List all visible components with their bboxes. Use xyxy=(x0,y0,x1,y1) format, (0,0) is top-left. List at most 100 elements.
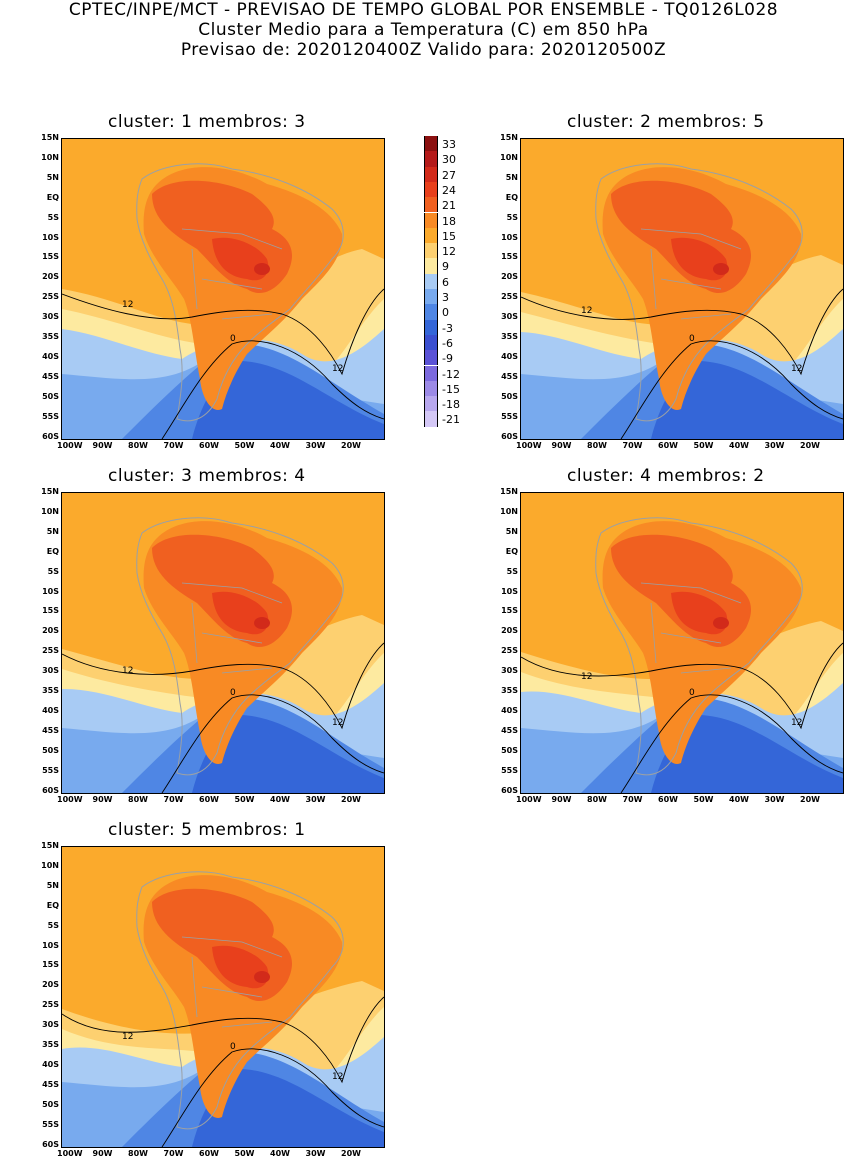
temperature-map-panel: 12 12 0 xyxy=(520,138,844,440)
x-tick-label: 90W xyxy=(92,795,113,804)
colorbar-swatch xyxy=(424,151,438,167)
x-tick-label: 50W xyxy=(693,441,714,450)
y-tick-label: 10S xyxy=(501,586,518,596)
country-borders xyxy=(640,582,742,674)
continent-outline xyxy=(595,163,803,422)
x-tick-label: 60W xyxy=(199,795,219,804)
field-minus3-0 xyxy=(651,715,843,793)
continent-outline xyxy=(136,871,344,1130)
y-tick-label: 20S xyxy=(501,626,518,636)
x-tick-label: 20W xyxy=(800,441,820,450)
contour-0 xyxy=(620,340,843,439)
contour-12 xyxy=(62,996,384,1084)
y-tick-label: 30S xyxy=(42,1020,59,1030)
x-tick-label: 50W xyxy=(693,795,714,804)
colorbar-label: 12 xyxy=(442,245,456,259)
x-tick-label: 60W xyxy=(658,441,678,450)
y-tick-label: 35S xyxy=(42,332,59,341)
map-field: 12 12 0 xyxy=(521,493,843,793)
y-tick-label: EQ xyxy=(505,192,518,202)
x-tick-label: 100W xyxy=(57,441,83,450)
x-tick-label: 100W xyxy=(57,1149,83,1158)
x-tick-label: 90W xyxy=(92,441,113,450)
colorbar-swatch xyxy=(424,197,438,213)
y-tick-label: 5S xyxy=(506,566,518,576)
contour-label-12: 12 xyxy=(791,364,802,374)
colorbar-label: 21 xyxy=(442,199,456,213)
x-tick-label: 60W xyxy=(199,441,219,450)
panel-title: cluster: 3 membros: 4 xyxy=(108,466,306,486)
colorbar-label: 24 xyxy=(442,183,456,197)
contour-12 xyxy=(521,642,843,730)
colorbar-label: -3 xyxy=(442,321,453,335)
contour-label-12: 12 xyxy=(122,1032,133,1042)
y-tick-label: 15S xyxy=(42,960,59,970)
colorbar-label: 3 xyxy=(442,291,449,304)
y-tick-label: 25S xyxy=(42,1000,59,1010)
x-tick-label: 70W xyxy=(163,795,184,804)
continent-outline xyxy=(136,163,344,422)
y-tick-label: 35S xyxy=(42,1040,59,1049)
colorbar-label: 33 xyxy=(442,138,456,151)
y-tick-label: 5S xyxy=(47,566,59,576)
y-tick-label: 10N xyxy=(500,152,518,162)
contour-0 xyxy=(161,1048,384,1147)
contour-label-12: 12 xyxy=(791,718,802,728)
y-tick-label: 20S xyxy=(42,980,59,990)
colorbar-label: 27 xyxy=(442,168,456,182)
x-tick-label: 30W xyxy=(305,795,326,804)
y-tick-label: 10S xyxy=(42,940,59,950)
field-27-30 xyxy=(254,263,270,275)
x-tick-label: 60W xyxy=(199,1149,219,1158)
colorbar-label: -9 xyxy=(442,352,453,366)
country-borders xyxy=(640,228,742,320)
contour-0 xyxy=(620,694,843,793)
y-tick-label: 40S xyxy=(42,1059,59,1069)
header-line-3: Previsao de: 2020120400Z Valido para: 20… xyxy=(180,40,667,60)
y-tick-label: 5N xyxy=(46,880,59,890)
contour-label-12: 12 xyxy=(332,1072,343,1082)
country-borders xyxy=(181,936,283,1028)
colorbar-label: -18 xyxy=(442,398,460,412)
y-tick-label: 5N xyxy=(505,172,518,182)
y-tick-label: 10N xyxy=(41,506,59,516)
x-tick-label: 100W xyxy=(516,795,542,804)
y-tick-label: 60S xyxy=(42,431,59,441)
colorbar-swatch xyxy=(424,258,438,274)
y-tick-label: 35S xyxy=(501,332,518,341)
colorbar-swatch xyxy=(424,411,438,427)
y-tick-label: 50S xyxy=(42,391,59,401)
y-tick-label: 55S xyxy=(501,411,518,421)
y-tick-label: 10N xyxy=(41,860,59,870)
x-tick-label: 50W xyxy=(234,795,255,804)
colorbar-label: -21 xyxy=(442,413,460,427)
y-tick-label: 5S xyxy=(47,920,59,930)
x-tick-label: 70W xyxy=(622,441,643,450)
x-tick-label: 70W xyxy=(163,441,184,450)
field-minus3-0 xyxy=(192,715,384,793)
continent-outline xyxy=(595,517,803,776)
field-minus3-0 xyxy=(192,361,384,439)
y-tick-label: 40S xyxy=(42,351,59,361)
y-tick-label: 50S xyxy=(42,745,59,755)
y-tick-label: 15S xyxy=(501,606,518,616)
contour-label-0: 0 xyxy=(230,334,236,344)
y-tick-label: 15N xyxy=(500,133,518,142)
colorbar-label: 0 xyxy=(442,306,449,320)
map-field: 12 12 0 xyxy=(62,847,384,1147)
y-tick-label: 10N xyxy=(500,506,518,516)
panel-title: cluster: 2 membros: 5 xyxy=(567,112,765,132)
map-field: 12 12 0 xyxy=(521,139,843,439)
y-tick-label: 15N xyxy=(41,487,59,496)
x-tick-label: 90W xyxy=(551,441,572,450)
x-tick-label: 80W xyxy=(128,795,148,804)
temperature-map-panel: 12 12 0 xyxy=(61,492,385,794)
panel-title: cluster: 4 membros: 2 xyxy=(567,466,765,486)
header-line-2: Cluster Medio para a Temperatura (C) em … xyxy=(198,20,649,40)
y-tick-label: 5S xyxy=(506,212,518,222)
colorbar-swatch xyxy=(424,334,438,351)
y-tick-label: 20S xyxy=(501,272,518,282)
y-tick-label: 30S xyxy=(501,666,518,676)
x-tick-label: 80W xyxy=(587,795,607,804)
x-tick-label: 60W xyxy=(658,795,678,804)
